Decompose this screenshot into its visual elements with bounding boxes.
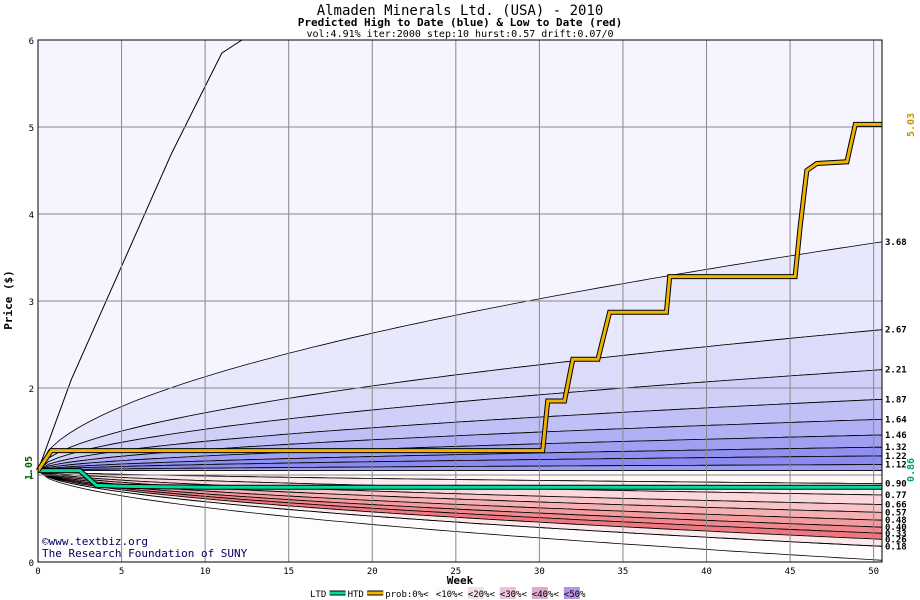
band-end-label: 1.12 bbox=[885, 461, 907, 471]
legend-label: prob:0%< bbox=[385, 590, 429, 600]
band-end-label: 0.33 bbox=[885, 529, 907, 539]
legend-label: <50% bbox=[564, 590, 586, 600]
legend-swatch bbox=[563, 587, 580, 599]
band-end-label: 1.32 bbox=[885, 443, 907, 453]
price-series bbox=[35, 121, 882, 490]
legend-label: HTD bbox=[348, 590, 364, 600]
x-tick-label: 35 bbox=[618, 567, 629, 577]
legend-swatch bbox=[435, 587, 452, 599]
legend-label: <20%< bbox=[468, 590, 496, 600]
low-band-floor bbox=[37, 470, 883, 561]
outer-high-curve bbox=[37, 39, 243, 471]
x-tick-label: 20 bbox=[367, 567, 378, 577]
x-axis-label: Week bbox=[447, 574, 474, 587]
band-end-label: 0.66 bbox=[885, 501, 907, 511]
band-end-label: 0.77 bbox=[885, 491, 907, 501]
y-tick-label: 3 bbox=[29, 298, 34, 308]
band-end-label: 0.48 bbox=[885, 516, 907, 526]
x-tick-label: 25 bbox=[450, 567, 461, 577]
credit-line-2: The Research Foundation of SUNY bbox=[42, 547, 248, 560]
band-end-label: 1.46 bbox=[885, 431, 907, 441]
legend-label: LTD bbox=[310, 590, 326, 600]
y-tick-label: 5 bbox=[29, 124, 34, 134]
x-tick-label: 15 bbox=[283, 567, 294, 577]
legend-swatch bbox=[499, 587, 516, 599]
y-tick-label: 4 bbox=[29, 211, 34, 221]
band-end-label: 2.21 bbox=[885, 366, 907, 376]
legend-label: <10%< bbox=[436, 590, 464, 600]
low-band-outer-edge bbox=[37, 470, 883, 547]
x-tick-label: 45 bbox=[785, 567, 796, 577]
y-tick-label: 6 bbox=[29, 37, 34, 47]
band-labels: 3.68 2.67 2.21 1.87 1.64 1.46 1.321.221.12 0.90… bbox=[885, 238, 907, 553]
y-tick-label: 0 bbox=[29, 559, 34, 569]
legend-swatch bbox=[531, 587, 548, 599]
plot-frame bbox=[37, 39, 883, 563]
band-end-label: 0.57 bbox=[885, 508, 907, 518]
chart-params: vol:4.91% iter:2000 step:10 hurst:0.57 d… bbox=[306, 29, 613, 40]
y-tick-label: 1 bbox=[29, 472, 34, 482]
legend-label: <40%< bbox=[532, 590, 560, 600]
band-end-label: 0.18 bbox=[885, 542, 907, 552]
y-tick-label: 2 bbox=[29, 385, 34, 395]
x-tick-label: 30 bbox=[534, 567, 545, 577]
htd-last-label: 5.03 bbox=[906, 113, 917, 137]
band-end-label: 0.90 bbox=[885, 480, 907, 490]
credit-line-1: ©www.textbiz.org bbox=[42, 535, 148, 548]
y-axis-label: Price ($) bbox=[2, 270, 15, 330]
ltd-last-label: 0.86 bbox=[906, 458, 917, 482]
x-tick-label: 50 bbox=[868, 567, 879, 577]
legend: LTD HTD prob:0%< <10%< <20%< <30%< <40%< <50% bbox=[310, 587, 586, 600]
chart-title: Almaden Minerals Ltd. (USA) - 2010 bbox=[317, 3, 604, 19]
x-tick-label: 0 bbox=[35, 567, 40, 577]
x-tick-label: 5 bbox=[119, 567, 124, 577]
high-band-outer bbox=[38, 40, 882, 471]
legend-swatch bbox=[467, 587, 484, 599]
band-end-label: 1.64 bbox=[885, 415, 907, 425]
band-end-label: 1.87 bbox=[885, 395, 907, 405]
band-end-label: 3.68 bbox=[885, 238, 907, 248]
htd-line bbox=[36, 122, 882, 472]
band-end-label: 0.26 bbox=[885, 535, 907, 545]
chart-subtitle: Predicted High to Date (blue) & Low to D… bbox=[298, 16, 623, 29]
ltd-line bbox=[38, 469, 882, 489]
legend-label: <30%< bbox=[500, 590, 528, 600]
band-end-label: 1.22 bbox=[885, 452, 907, 462]
x-tick-label: 40 bbox=[701, 567, 712, 577]
x-tick-label: 10 bbox=[200, 567, 211, 577]
band-end-label: 0.40 bbox=[885, 523, 907, 533]
band-end-label: 2.67 bbox=[885, 326, 907, 336]
start-value-label: 1.05 bbox=[24, 456, 35, 480]
